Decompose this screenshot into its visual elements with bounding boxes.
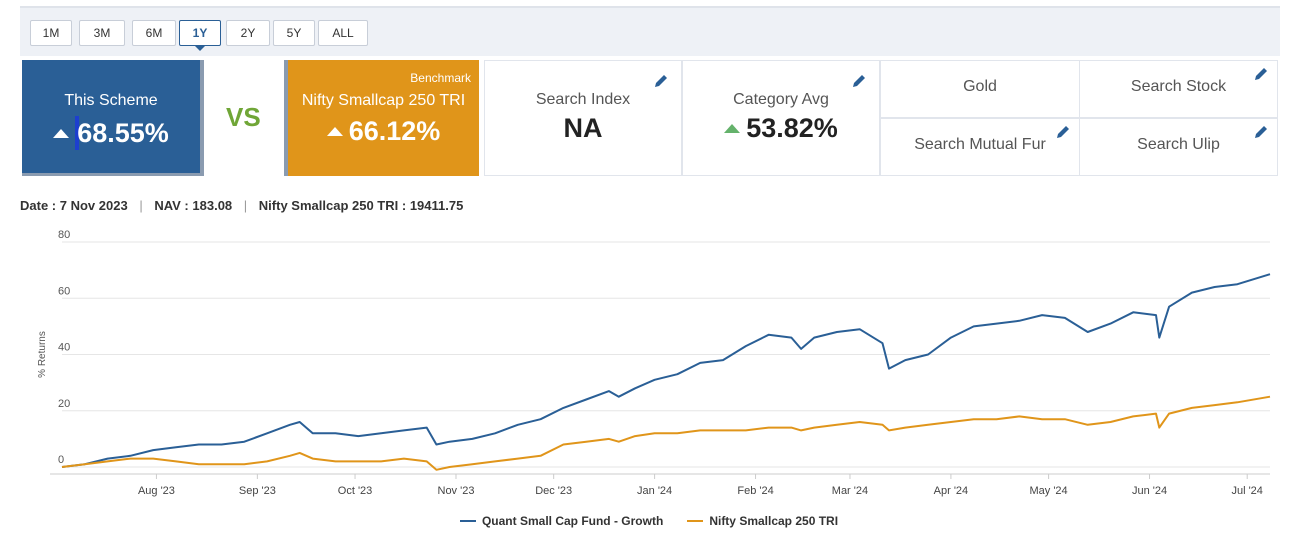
separator: | — [243, 198, 248, 213]
category-avg-value: 53.82% — [746, 113, 838, 143]
benchmark-card[interactable]: Benchmark Nifty Smallcap 250 TRI 66.12% — [284, 60, 479, 176]
period-button-3m[interactable]: 3M — [79, 20, 125, 46]
x-tick-label: Jul '24 — [1231, 485, 1262, 497]
up-arrow-icon — [53, 128, 70, 138]
returns-line-chart: 0 20 40 60 80 Aug '23 Sep '23 Oct '23 Nov '23 Dec… — [37, 229, 1271, 497]
x-tick-label: Jan '24 — [637, 485, 672, 497]
x-tick-label: Apr '24 — [934, 485, 969, 497]
period-button-2y[interactable]: 2Y — [226, 20, 270, 46]
top-rule — [20, 6, 1280, 8]
x-tick-label: Jun '24 — [1132, 485, 1167, 497]
series-line-scheme — [61, 273, 1271, 468]
date-label: Date : — [20, 198, 57, 213]
chart-legend: Quant Small Cap Fund - Growth Nifty Smal… — [0, 514, 1298, 528]
period-selector-bar: 1M 3M 6M 1Y 2Y 5Y ALL — [20, 8, 1280, 56]
y-axis-title: % Returns — [37, 331, 48, 378]
search-ulip-label: Search Ulip — [1137, 136, 1220, 153]
edit-pencil-icon[interactable] — [1055, 124, 1071, 140]
period-button-5y[interactable]: 5Y — [273, 20, 315, 46]
benchmark-value: 19411.75 — [409, 198, 464, 213]
search-index-title: Search Index — [535, 91, 631, 108]
series-line-benchmark — [61, 395, 1271, 471]
y-tick-label: 0 — [58, 454, 64, 466]
edit-pencil-icon[interactable] — [1253, 66, 1269, 82]
up-arrow-icon — [724, 124, 741, 133]
category-avg-value-row: 53.82% — [683, 113, 879, 144]
x-tick-label: Oct '23 — [338, 485, 373, 497]
benchmark-card-title: Nifty Smallcap 250 TRI — [301, 92, 466, 109]
benchmark-return-value: 66.12% — [348, 116, 441, 146]
legend-item-scheme[interactable]: Quant Small Cap Fund - Growth — [459, 514, 664, 528]
legend-swatch-benchmark — [687, 520, 704, 522]
search-stock-label: Search Stock — [1130, 78, 1227, 95]
y-tick-label: 40 — [58, 342, 70, 354]
x-tick-label: Nov '23 — [438, 485, 475, 497]
x-tick-label: Mar '24 — [832, 485, 868, 497]
x-tick-label: Sep '23 — [239, 485, 276, 497]
search-stock-card[interactable]: Search Stock — [1079, 60, 1278, 118]
y-tick-label: 60 — [58, 285, 70, 297]
search-mutual-fund-label: Search Mutual Fur — [914, 136, 1046, 153]
scheme-card-title: This Scheme — [64, 92, 158, 109]
separator: | — [139, 198, 143, 213]
date-value: 7 Nov 2023 — [59, 198, 128, 213]
period-button-1m[interactable]: 1M — [30, 20, 72, 46]
search-ulip-card[interactable]: Search Ulip — [1079, 118, 1278, 176]
search-index-card[interactable]: Search Index NA — [484, 60, 682, 176]
nav-value: 183.08 — [192, 198, 233, 213]
period-button-all[interactable]: ALL — [318, 20, 368, 46]
x-tick-label: May '24 — [1029, 485, 1067, 497]
info-line: Date : 7 Nov 2023 | NAV : 183.08 | Nifty… — [20, 198, 463, 213]
text-cursor-icon — [75, 116, 80, 150]
x-tick-label: Aug '23 — [138, 485, 175, 497]
legend-label-benchmark: Nifty Smallcap 250 TRI — [709, 514, 839, 528]
x-tick-label: Dec '23 — [535, 485, 572, 497]
gold-label: Gold — [963, 78, 997, 95]
category-avg-card[interactable]: Category Avg 53.82% — [682, 60, 880, 176]
search-index-value: NA — [563, 113, 603, 143]
vs-label: VS — [226, 102, 261, 132]
benchmark-card-value-row: 66.12% — [288, 116, 479, 147]
legend-label-scheme: Quant Small Cap Fund - Growth — [481, 514, 664, 528]
scheme-return-value: 68.55% — [77, 117, 169, 148]
up-arrow-icon — [326, 127, 343, 136]
x-tick-label: Feb '24 — [737, 485, 773, 497]
scheme-card-value-row: 68.55% — [22, 116, 200, 150]
edit-pencil-icon[interactable] — [1253, 124, 1269, 140]
period-button-1y[interactable]: 1Y — [179, 20, 221, 51]
benchmark-value-label: Nifty Smallcap 250 TRI : — [258, 198, 407, 213]
legend-swatch-scheme — [459, 520, 476, 522]
search-mutual-fund-card[interactable]: Search Mutual Fur — [880, 118, 1080, 176]
benchmark-tag: Benchmark — [410, 71, 471, 85]
edit-pencil-icon[interactable] — [851, 73, 867, 89]
period-button-6m[interactable]: 6M — [132, 20, 176, 46]
gold-card[interactable]: Gold — [880, 60, 1080, 118]
scheme-card[interactable]: This Scheme 68.55% — [22, 60, 204, 176]
category-avg-title: Category Avg — [733, 91, 829, 108]
edit-pencil-icon[interactable] — [653, 73, 669, 89]
y-tick-label: 20 — [58, 398, 70, 410]
legend-item-benchmark[interactable]: Nifty Smallcap 250 TRI — [687, 514, 838, 528]
y-tick-label: 80 — [58, 229, 70, 241]
nav-label: NAV : — [154, 198, 189, 213]
